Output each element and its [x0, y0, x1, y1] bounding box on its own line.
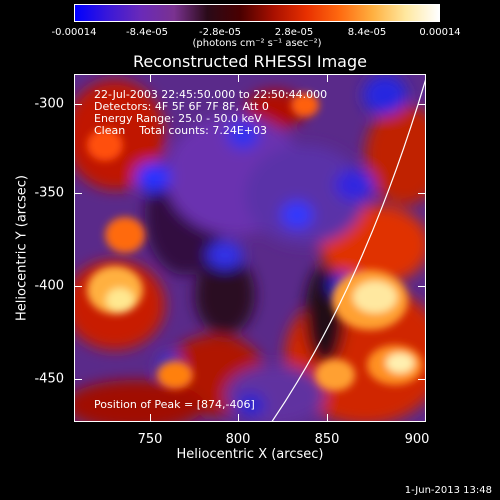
y-tick-mark	[418, 379, 426, 380]
y-tick-mark	[74, 286, 82, 287]
y-tick-mark	[418, 193, 426, 194]
y-tick-mark	[74, 379, 82, 380]
colorbar-units: (photons cm⁻² s⁻¹ asec⁻²)	[192, 38, 322, 49]
y-tick-label: -450	[34, 371, 64, 387]
y-tick-label: -350	[34, 185, 64, 201]
solar-limb-curve	[271, 79, 425, 421]
x-tick-mark	[327, 74, 328, 82]
y-tick-mark	[418, 286, 426, 287]
colorbar-tick: 0.00014	[419, 27, 461, 38]
x-tick-mark	[327, 414, 328, 422]
generation-timestamp: 1-Jun-2013 13:48	[404, 485, 492, 496]
colorbar-tick: 8.4e-05	[347, 27, 387, 38]
plot-title: Reconstructed RHESSI Image	[133, 52, 367, 71]
info-time-range: 22-Jul-2003 22:45:50.000 to 22:50:44.000	[94, 88, 328, 101]
peak-position-label: Position of Peak = [874,-406]	[94, 398, 255, 411]
colorbar-tick: -0.00014	[51, 27, 97, 38]
y-tick-mark	[74, 193, 82, 194]
x-tick-label: 850	[314, 432, 340, 447]
info-energy-range: Energy Range: 25.0 - 50.0 keV	[94, 112, 262, 125]
x-tick-label: 900	[404, 432, 430, 447]
y-tick-label: -300	[34, 96, 64, 112]
x-tick-mark	[238, 414, 239, 422]
colorbar-tick: -8.4e-05	[126, 27, 168, 38]
rhessi-image	[75, 75, 425, 421]
x-tick-label: 750	[137, 432, 163, 447]
colorbar-tick: -2.8e-05	[199, 27, 241, 38]
colorbar-tick: 2.8e-05	[274, 27, 314, 38]
y-tick-mark	[74, 104, 82, 105]
x-tick-mark	[150, 414, 151, 422]
x-tick-mark	[150, 74, 151, 82]
y-tick-mark	[418, 104, 426, 105]
info-clean-counts: Clean Total counts: 7.24E+03	[94, 124, 268, 137]
colorbar	[74, 4, 440, 22]
image-plot	[74, 74, 426, 422]
x-tick-label: 800	[225, 432, 251, 447]
x-tick-mark	[238, 74, 239, 82]
x-axis-label: Heliocentric X (arcsec)	[176, 447, 324, 462]
y-axis-label: Heliocentric Y (arcsec)	[14, 175, 30, 321]
info-detectors: Detectors: 4F 5F 6F 7F 8F, Att 0	[94, 100, 269, 113]
y-tick-label: -400	[34, 278, 64, 294]
